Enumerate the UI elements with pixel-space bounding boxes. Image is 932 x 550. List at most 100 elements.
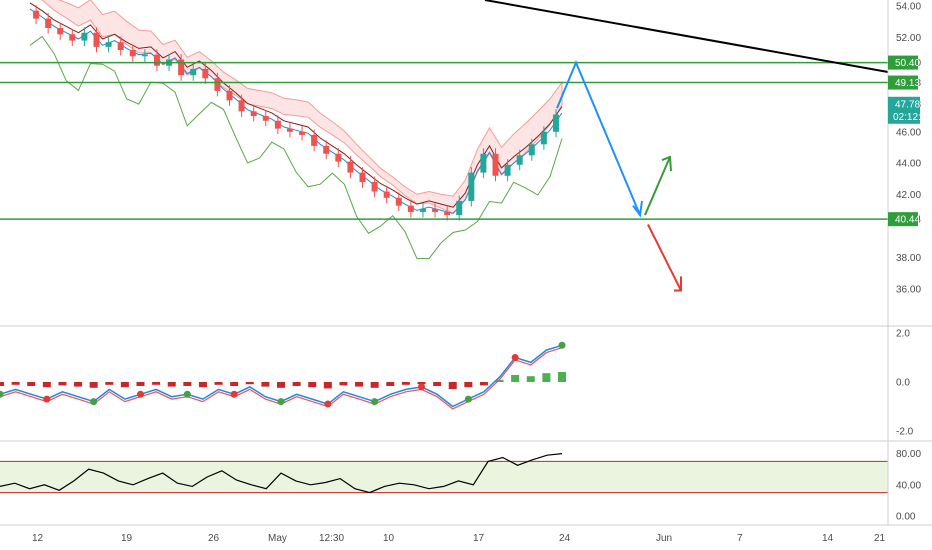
price-tick-label: 46.00 [896, 127, 921, 138]
candle[interactable] [178, 53, 185, 81]
candle[interactable] [153, 49, 160, 72]
time-tick-label: 26 [208, 533, 220, 544]
candle[interactable] [274, 115, 281, 135]
macd-pane[interactable] [0, 341, 566, 410]
candle[interactable] [432, 203, 439, 218]
macd-tick-label: -2.0 [896, 427, 914, 438]
price-axis-bg [888, 0, 932, 550]
candle-body [45, 18, 52, 29]
candle[interactable] [480, 148, 487, 179]
candle-body [456, 200, 463, 216]
candle-body [141, 54, 148, 57]
macd-histogram-bar [74, 382, 83, 387]
candle-body [432, 208, 439, 212]
macd-histogram-bar [245, 382, 254, 385]
candle[interactable] [238, 94, 245, 117]
candle[interactable] [347, 156, 354, 179]
candle[interactable] [202, 63, 209, 84]
candle[interactable] [444, 206, 451, 221]
time-tick-label: 10 [383, 533, 395, 544]
candle[interactable] [57, 22, 64, 40]
candle-body [419, 208, 426, 212]
macd-histogram-bar [11, 382, 20, 385]
candle[interactable] [141, 49, 148, 62]
candle[interactable] [129, 44, 136, 62]
ichimoku-cloud [41, 0, 563, 214]
candle[interactable] [214, 72, 221, 97]
candle-body [238, 100, 245, 112]
candle[interactable] [311, 129, 318, 152]
rsi-pane[interactable] [0, 453, 888, 494]
level-tag-resistance-upper [888, 55, 918, 70]
macd-histogram-bar [42, 382, 51, 388]
candle[interactable] [419, 203, 426, 218]
macd-cross-dot [558, 341, 566, 349]
candle[interactable] [323, 140, 330, 160]
macd-histogram-bar [464, 382, 473, 388]
projection-path[interactable] [556, 60, 641, 216]
macd-histogram-bar [558, 372, 566, 382]
rsi-tick-label: 0.00 [896, 512, 916, 523]
bull-arrow[interactable] [644, 156, 671, 216]
candle[interactable] [250, 105, 257, 122]
level-tag-resistance-lower [888, 75, 918, 90]
macd-histogram-bar [120, 382, 129, 388]
macd-histogram-bar [0, 382, 4, 386]
candle[interactable] [335, 148, 342, 168]
macd-histogram-bar [214, 382, 223, 385]
candle-body [81, 32, 88, 41]
main-pane[interactable] [0, 0, 889, 292]
macd-histogram-bar [479, 382, 488, 386]
macd-cross-dot [464, 395, 472, 403]
candle-body [311, 134, 318, 146]
candle[interactable] [286, 123, 293, 138]
candle[interactable] [359, 167, 366, 188]
price-tick-label: 36.00 [896, 284, 921, 295]
candle[interactable] [190, 63, 197, 81]
candle[interactable] [226, 85, 233, 106]
time-tick-label: 21 [874, 533, 886, 544]
candle[interactable] [395, 192, 402, 212]
candle[interactable] [383, 185, 390, 204]
candle[interactable] [117, 36, 124, 56]
candle[interactable] [371, 176, 378, 197]
macd-histogram-bar [308, 382, 317, 388]
candle[interactable] [81, 27, 88, 47]
candle[interactable] [516, 149, 523, 171]
candle[interactable] [468, 167, 475, 207]
candle-body [274, 120, 281, 129]
candle-body [383, 191, 390, 198]
bear-arrow[interactable] [647, 224, 682, 291]
candle[interactable] [299, 126, 306, 141]
candle[interactable] [540, 126, 547, 150]
trend-line[interactable] [484, 0, 889, 74]
candle-body [395, 197, 402, 206]
candle[interactable] [93, 27, 100, 53]
candle-body [299, 131, 306, 135]
candle[interactable] [262, 110, 269, 127]
level-tag-label-resistance-lower: 49.13 [895, 78, 920, 89]
macd-histogram-bar [495, 379, 504, 382]
macd-histogram-bar [370, 382, 379, 388]
level-tag-label-support: 40.44 [895, 215, 920, 226]
candle-body [359, 172, 366, 183]
candle[interactable] [69, 28, 76, 47]
candle[interactable] [456, 195, 463, 221]
macd-cross-dot [418, 383, 425, 391]
candle[interactable] [105, 36, 112, 53]
macd-tick-label: 0.0 [896, 378, 910, 389]
candle[interactable] [504, 159, 511, 182]
macd-histogram-bar [261, 382, 270, 387]
candle[interactable] [528, 138, 535, 161]
candle[interactable] [33, 5, 40, 25]
macd-cross-dot [511, 354, 519, 361]
candle[interactable] [552, 108, 559, 138]
candle-body [250, 111, 257, 117]
candle[interactable] [407, 200, 414, 218]
candle[interactable] [45, 13, 52, 34]
time-tick-label: 12:30 [319, 533, 344, 544]
candle-body [504, 164, 511, 176]
candle[interactable] [492, 148, 499, 182]
